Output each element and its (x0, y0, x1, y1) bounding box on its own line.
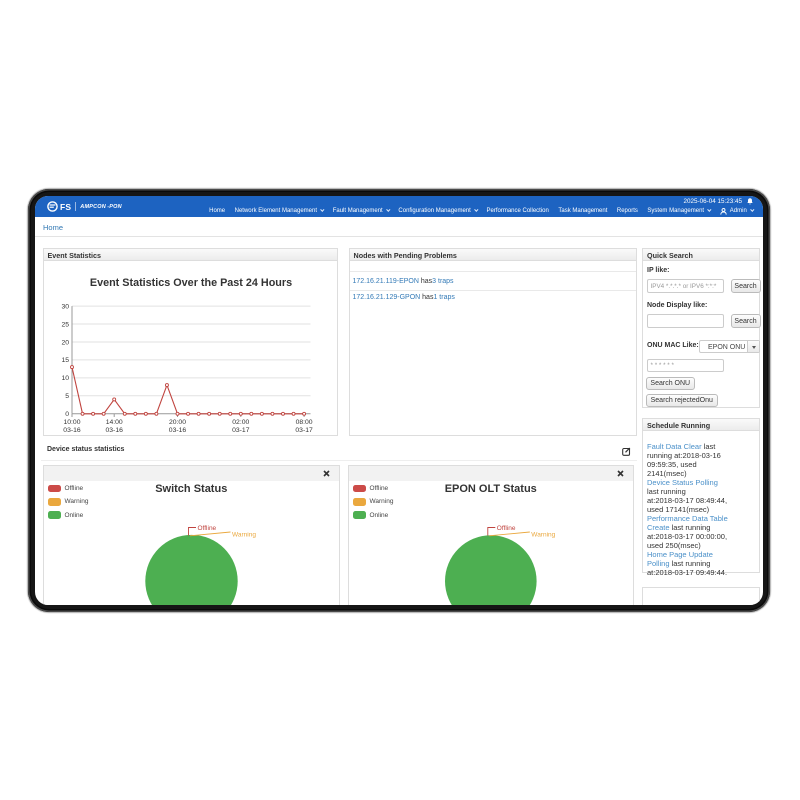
svg-text:20: 20 (61, 339, 69, 346)
svg-text:Warning: Warning (232, 531, 256, 538)
svg-text:10:00: 10:00 (63, 418, 80, 425)
svg-text:20:00: 20:00 (168, 418, 185, 425)
svg-text:Offline: Offline (496, 525, 515, 532)
svg-text:03-17: 03-17 (232, 426, 250, 433)
svg-text:5: 5 (65, 393, 69, 400)
svg-text:Warning: Warning (531, 531, 555, 538)
svg-text:25: 25 (61, 321, 69, 328)
svg-text:03-16: 03-16 (105, 426, 123, 433)
svg-text:14:00: 14:00 (105, 418, 122, 425)
svg-text:0: 0 (65, 411, 69, 418)
svg-text:30: 30 (61, 303, 69, 310)
svg-text:03-16: 03-16 (63, 426, 81, 433)
svg-text:03-16: 03-16 (168, 426, 186, 433)
svg-text:Event Statistics Over the Past: Event Statistics Over the Past 24 Hours (89, 277, 291, 289)
svg-text:02:00: 02:00 (232, 418, 249, 425)
svg-text:03-17: 03-17 (295, 426, 313, 433)
svg-text:10: 10 (61, 375, 69, 382)
svg-text:Offline: Offline (197, 525, 216, 532)
svg-text:15: 15 (61, 357, 69, 364)
svg-text:08:00: 08:00 (295, 418, 312, 425)
